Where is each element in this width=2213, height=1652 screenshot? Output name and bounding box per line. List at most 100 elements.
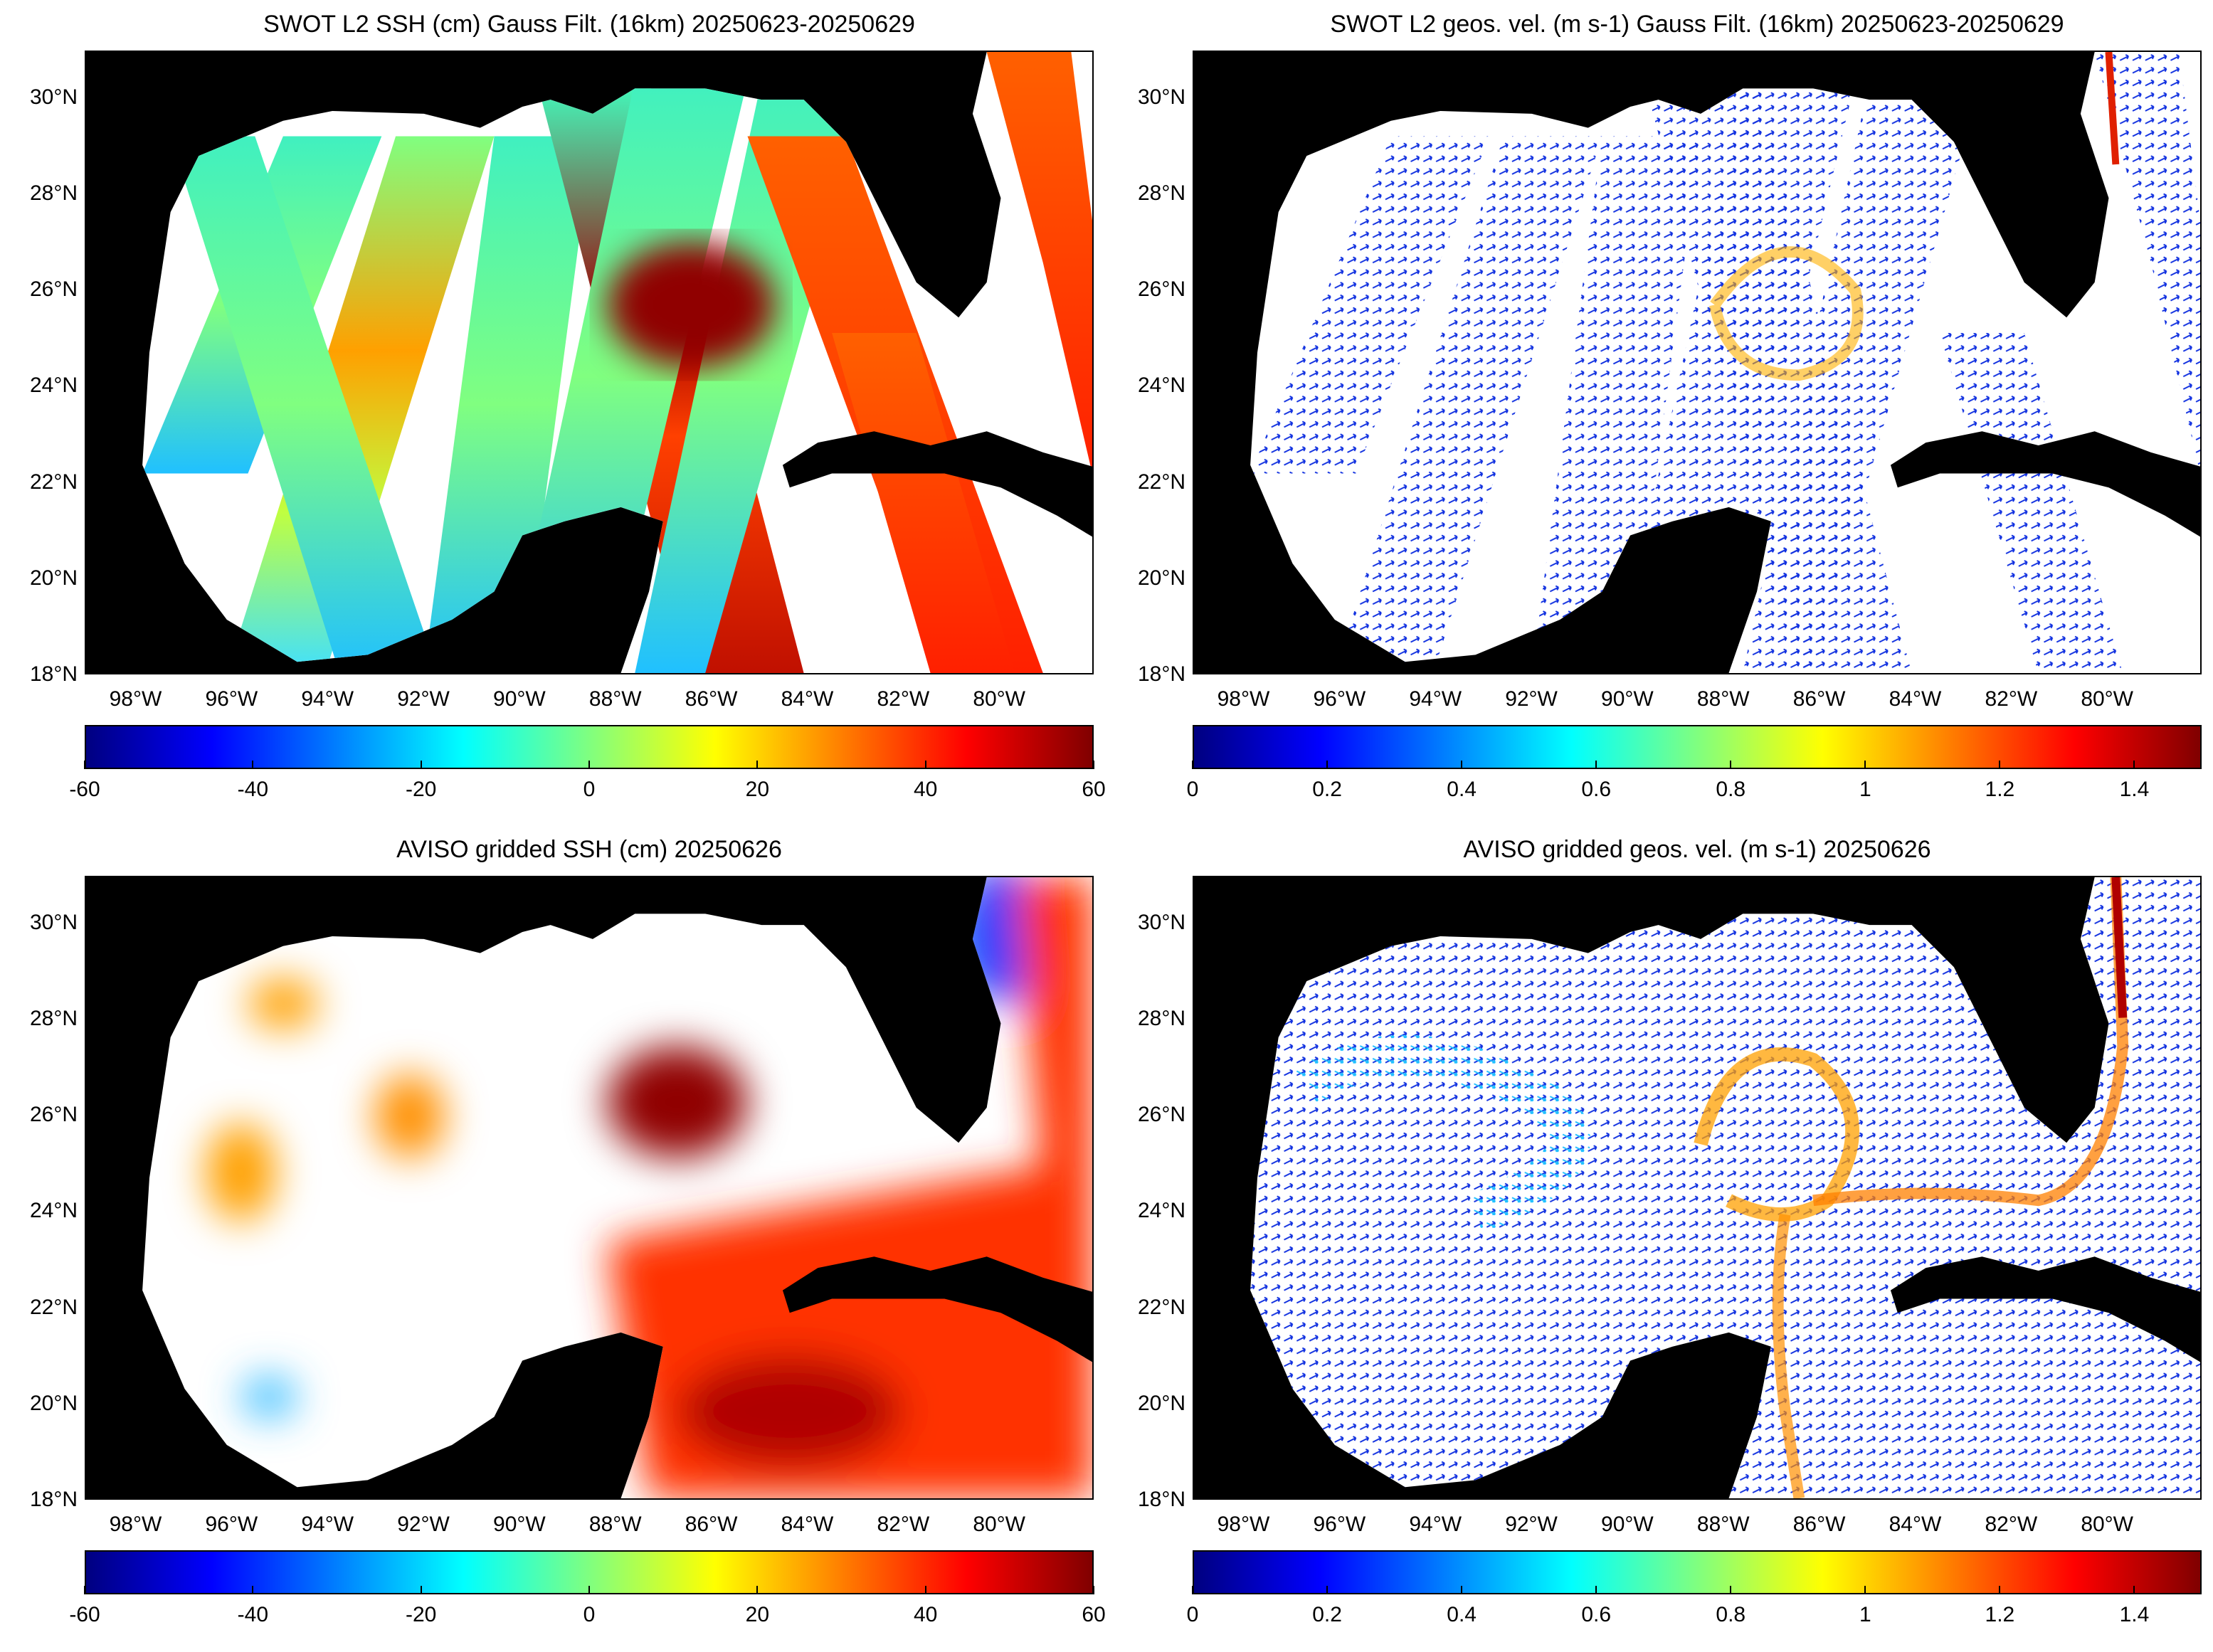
panel-title: SWOT L2 SSH (cm) Gauss Filt. (16km) 2025… [263, 11, 915, 38]
lon-tick-label: 82°W [877, 1513, 930, 1536]
lon-tick-label: 94°W [301, 687, 354, 711]
colorbar-tick-label: 0 [583, 1603, 596, 1626]
colorbar-tick-label: 0 [583, 778, 596, 801]
lat-tick-label: 18°N [29, 662, 78, 686]
lon-tick-label: 84°W [1889, 687, 1942, 711]
colorbar-tick-mark [1326, 1586, 1329, 1594]
colorbar-tick-label: 0 [1186, 1603, 1199, 1626]
colorbar-tick-label: 20 [745, 778, 770, 801]
colorbar-tick-label: -20 [405, 1603, 437, 1626]
colorbar-tick-mark [1093, 1586, 1094, 1594]
colorbar-tick-label: 20 [745, 1603, 770, 1626]
lat-tick-label: 18°N [29, 1488, 78, 1511]
lon-tick-label: 88°W [1696, 1513, 1750, 1536]
colorbar-tick-mark [252, 1586, 254, 1594]
colorbar-tick-mark [420, 761, 422, 769]
colorbar-tick-mark [1461, 761, 1463, 769]
lon-tick-label: 86°W [1792, 687, 1846, 711]
lon-tick-label: 96°W [205, 1513, 258, 1536]
lon-tick-label: 80°W [2081, 1513, 2133, 1536]
lat-tick-label: 20°N [1137, 566, 1185, 590]
colorbar-tick-mark [1864, 761, 1866, 769]
map-aviso-velocity [1193, 876, 2202, 1500]
lon-tick-label: 94°W [1409, 1513, 1462, 1536]
lon-tick-label: 94°W [301, 1513, 354, 1536]
map-aviso-ssh [85, 876, 1094, 1500]
colorbar-tick-mark [924, 1586, 926, 1594]
lat-tick-label: 18°N [1137, 662, 1185, 686]
colorbar-tick-mark [252, 761, 254, 769]
lon-tick-label: 94°W [1409, 687, 1462, 711]
colorbar-tick-mark [84, 761, 85, 769]
lon-tick-label: 82°W [1985, 1513, 2038, 1536]
lon-tick-label: 98°W [109, 1513, 162, 1536]
lat-tick-label: 22°N [29, 470, 78, 494]
colorbar-tick-label: 0 [1186, 778, 1199, 801]
lon-tick-label: 96°W [1313, 1513, 1366, 1536]
lat-tick-label: 28°N [29, 1006, 78, 1030]
lat-tick-label: 26°N [29, 1103, 78, 1127]
colorbar-tick-mark [1595, 761, 1597, 769]
lat-tick-label: 26°N [1137, 277, 1185, 302]
colorbar-tick-label: 1 [1859, 1603, 1871, 1626]
colorbar-tick-mark [1461, 1586, 1463, 1594]
panel-title: AVISO gridded SSH (cm) 20250626 [396, 836, 782, 863]
lon-tick-label: 92°W [397, 687, 450, 711]
lon-tick-label: 98°W [109, 687, 162, 711]
map-swot-ssh [85, 51, 1094, 674]
colorbar-tick-label: 0.6 [1581, 1603, 1612, 1626]
colorbar-tick-label: 0.6 [1581, 778, 1612, 801]
map-swot-velocity [1193, 51, 2202, 674]
colorbar-tick-mark [2133, 761, 2135, 769]
colorbar-tick-label: 0.8 [1716, 1603, 1746, 1626]
colorbar-tick-mark [84, 1586, 85, 1594]
lon-tick-label: 86°W [685, 1513, 738, 1536]
lon-tick-label: 80°W [2081, 687, 2133, 711]
colorbar-tick-mark [1730, 1586, 1732, 1594]
lat-tick-label: 30°N [1137, 910, 1185, 934]
colorbar-tick-mark [1093, 761, 1094, 769]
lon-tick-label: 80°W [973, 687, 1025, 711]
lon-tick-label: 90°W [493, 687, 546, 711]
lon-tick-label: 92°W [397, 1513, 450, 1536]
colorbar-tick-mark [756, 761, 759, 769]
colorbar-tick-label: 60 [1082, 778, 1106, 801]
lon-tick-label: 80°W [973, 1513, 1025, 1536]
colorbar-tick-mark [1326, 761, 1329, 769]
lat-tick-label: 26°N [29, 277, 78, 302]
lon-tick-label: 84°W [781, 687, 834, 711]
colorbar-tick-label: 60 [1082, 1603, 1106, 1626]
lat-tick-label: 30°N [29, 85, 78, 109]
lat-tick-label: 30°N [29, 910, 78, 934]
lat-tick-label: 28°N [29, 181, 78, 205]
panel-aviso-vel: AVISO gridded geos. vel. (m s-1) 2025062… [1138, 836, 2202, 1652]
lon-tick-label: 84°W [781, 1513, 834, 1536]
lat-tick-label: 26°N [1137, 1103, 1185, 1127]
colorbar-tick-mark [1595, 1586, 1597, 1594]
lat-tick-label: 22°N [1137, 1295, 1185, 1319]
colorbar-tick-label: 1 [1859, 778, 1871, 801]
colorbar-tick-label: -20 [405, 778, 437, 801]
panel-swot-vel: SWOT L2 geos. vel. (m s-1) Gauss Filt. (… [1138, 11, 2202, 833]
colorbar-tick-mark [2133, 1586, 2135, 1594]
colorbar-tick-mark [420, 1586, 422, 1594]
lat-tick-label: 24°N [29, 374, 78, 398]
lat-tick-label: 22°N [29, 1295, 78, 1319]
lat-tick-label: 20°N [1137, 1391, 1185, 1415]
colorbar-tick-label: 1.4 [2119, 778, 2150, 801]
lat-tick-label: 20°N [29, 566, 78, 590]
colorbar-tick-mark [1864, 1586, 1866, 1594]
lon-tick-label: 98°W [1217, 687, 1270, 711]
colorbar-tick-mark [1730, 761, 1732, 769]
colorbar-tick-label: -40 [237, 1603, 269, 1626]
colorbar-tick-mark [1999, 1586, 2001, 1594]
lon-tick-label: 88°W [588, 687, 642, 711]
colorbar-tick-label: 0.4 [1447, 778, 1477, 801]
lat-tick-label: 18°N [1137, 1488, 1185, 1511]
lon-tick-label: 84°W [1889, 1513, 1942, 1536]
colorbar-tick-mark [756, 1586, 759, 1594]
lat-tick-label: 22°N [1137, 470, 1185, 494]
colorbar-tick-label: 1.4 [2119, 1603, 2150, 1626]
colorbar-tick-label: -60 [69, 778, 100, 801]
